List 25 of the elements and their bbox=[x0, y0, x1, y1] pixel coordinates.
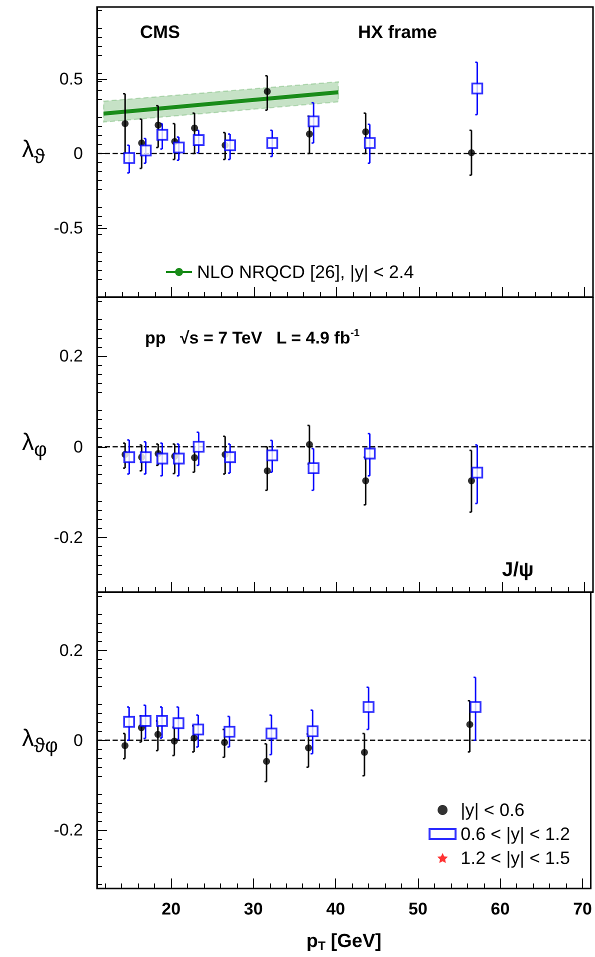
x-tick-label: 20 bbox=[162, 900, 181, 918]
y-tick-label: -0.5 bbox=[54, 218, 83, 238]
y-tick-label: 0.2 bbox=[59, 640, 83, 660]
annotation: CMS bbox=[140, 22, 180, 42]
y-axis-title: λ$_{ϑφ}$ bbox=[22, 724, 58, 758]
x-tick-label: 30 bbox=[244, 900, 263, 918]
legend-label: 0.6 < |y| < 1.2 bbox=[460, 824, 570, 844]
y-axis-title: λ$_{ϑ}$ bbox=[22, 136, 45, 170]
legend-label: NLO NRQCD [26], |y| < 2.4 bbox=[197, 262, 414, 282]
legend-label: 1.2 < |y| < 1.5 bbox=[460, 848, 570, 868]
x-tick-label: 50 bbox=[408, 900, 428, 918]
y-tick-label: 0.5 bbox=[59, 69, 83, 88]
y-tick-label: -0.2 bbox=[54, 820, 83, 840]
y-tick-label: -0.2 bbox=[54, 528, 83, 548]
x-tick-label: 70 bbox=[573, 900, 592, 918]
y-tick-label: 0.2 bbox=[59, 346, 83, 366]
legend-label: |y| < 0.6 bbox=[460, 800, 524, 820]
x-tick-label: 40 bbox=[326, 900, 346, 918]
x-tick-label: 60 bbox=[490, 900, 510, 918]
annotation: HX frame bbox=[358, 22, 438, 42]
y-tick-label: 0 bbox=[74, 730, 83, 750]
y-axis-title: λ$_{φ}$ bbox=[22, 428, 47, 462]
annotation: J/ψ bbox=[502, 559, 534, 581]
y-tick-label: 0 bbox=[74, 437, 83, 456]
y-tick-label: 0 bbox=[74, 144, 83, 163]
